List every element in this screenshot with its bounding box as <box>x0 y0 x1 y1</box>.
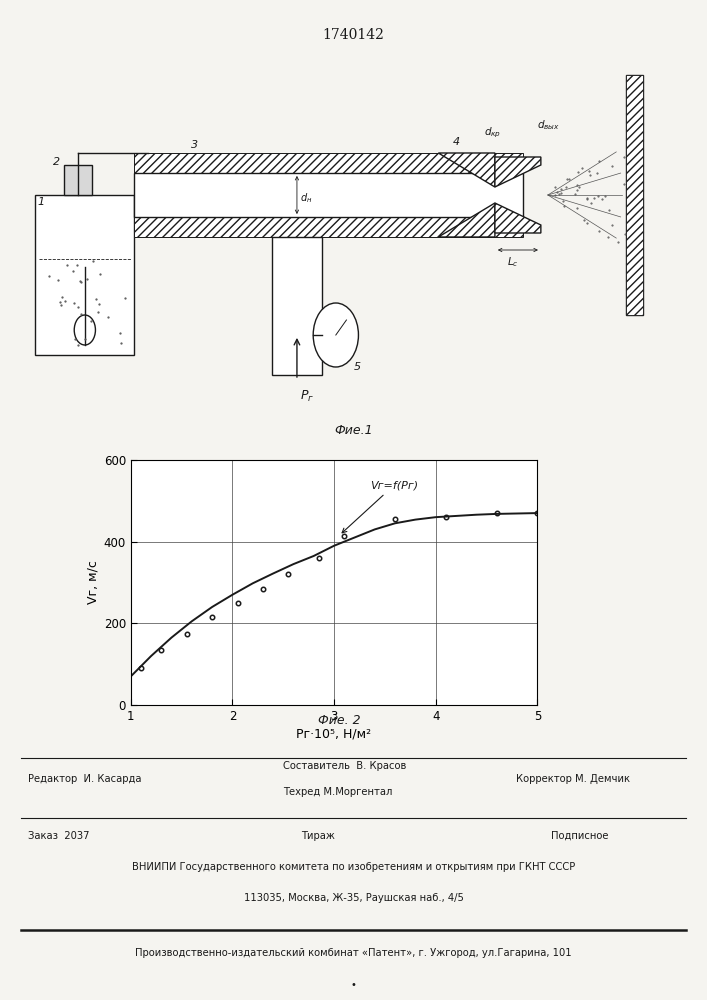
Text: ВНИИПИ Государственного комитета по изобретениям и открытиям при ГКНТ СССР: ВНИИПИ Государственного комитета по изоб… <box>132 862 575 872</box>
Text: $L_с$: $L_с$ <box>508 255 519 269</box>
Text: Фие. 2: Фие. 2 <box>318 714 361 728</box>
Text: $d_{вых}$: $d_{вых}$ <box>537 118 560 132</box>
Polygon shape <box>495 157 541 187</box>
Polygon shape <box>495 203 541 233</box>
Polygon shape <box>438 153 495 187</box>
Text: Фие.1: Фие.1 <box>334 424 373 436</box>
Text: 113035, Москва, Ж-35, Раушская наб., 4/5: 113035, Москва, Ж-35, Раушская наб., 4/5 <box>244 893 463 903</box>
Text: Редактор  И. Касарда: Редактор И. Касарда <box>28 774 142 784</box>
Text: $P_г$: $P_г$ <box>300 389 315 404</box>
Bar <box>64 165 92 195</box>
Bar <box>134 217 523 237</box>
Text: Заказ  2037: Заказ 2037 <box>28 831 90 841</box>
Bar <box>35 195 134 355</box>
X-axis label: Pг·10⁵, Н/м²: Pг·10⁵, Н/м² <box>296 727 372 740</box>
Bar <box>134 173 523 217</box>
Text: 2: 2 <box>53 157 60 167</box>
Bar <box>134 153 523 173</box>
Bar <box>272 237 322 375</box>
Text: 1: 1 <box>37 197 45 207</box>
Text: 1740142: 1740142 <box>322 28 385 42</box>
Text: 3: 3 <box>191 140 198 150</box>
Text: $d_{кр}$: $d_{кр}$ <box>484 125 501 140</box>
Text: 4: 4 <box>452 137 460 147</box>
Circle shape <box>313 303 358 367</box>
Text: 5: 5 <box>354 362 361 372</box>
Polygon shape <box>438 203 495 237</box>
Text: Vг=f(Pг): Vг=f(Pг) <box>342 481 418 533</box>
Text: Корректор М. Демчик: Корректор М. Демчик <box>516 774 630 784</box>
Bar <box>626 75 643 315</box>
Text: •: • <box>351 980 356 990</box>
Text: $d_н$: $d_н$ <box>300 191 312 205</box>
Text: Подписное: Подписное <box>551 831 609 841</box>
Text: Техред М.Моргентал: Техред М.Моргентал <box>283 787 392 797</box>
Y-axis label: Vг, м/с: Vг, м/с <box>86 561 100 604</box>
Bar <box>626 75 643 315</box>
Text: Тираж: Тираж <box>301 831 335 841</box>
Text: Составитель  В. Красов: Составитель В. Красов <box>283 761 407 771</box>
Text: Производственно-издательский комбинат «Патент», г. Ужгород, ул.Гагарина, 101: Производственно-издательский комбинат «П… <box>135 948 572 958</box>
